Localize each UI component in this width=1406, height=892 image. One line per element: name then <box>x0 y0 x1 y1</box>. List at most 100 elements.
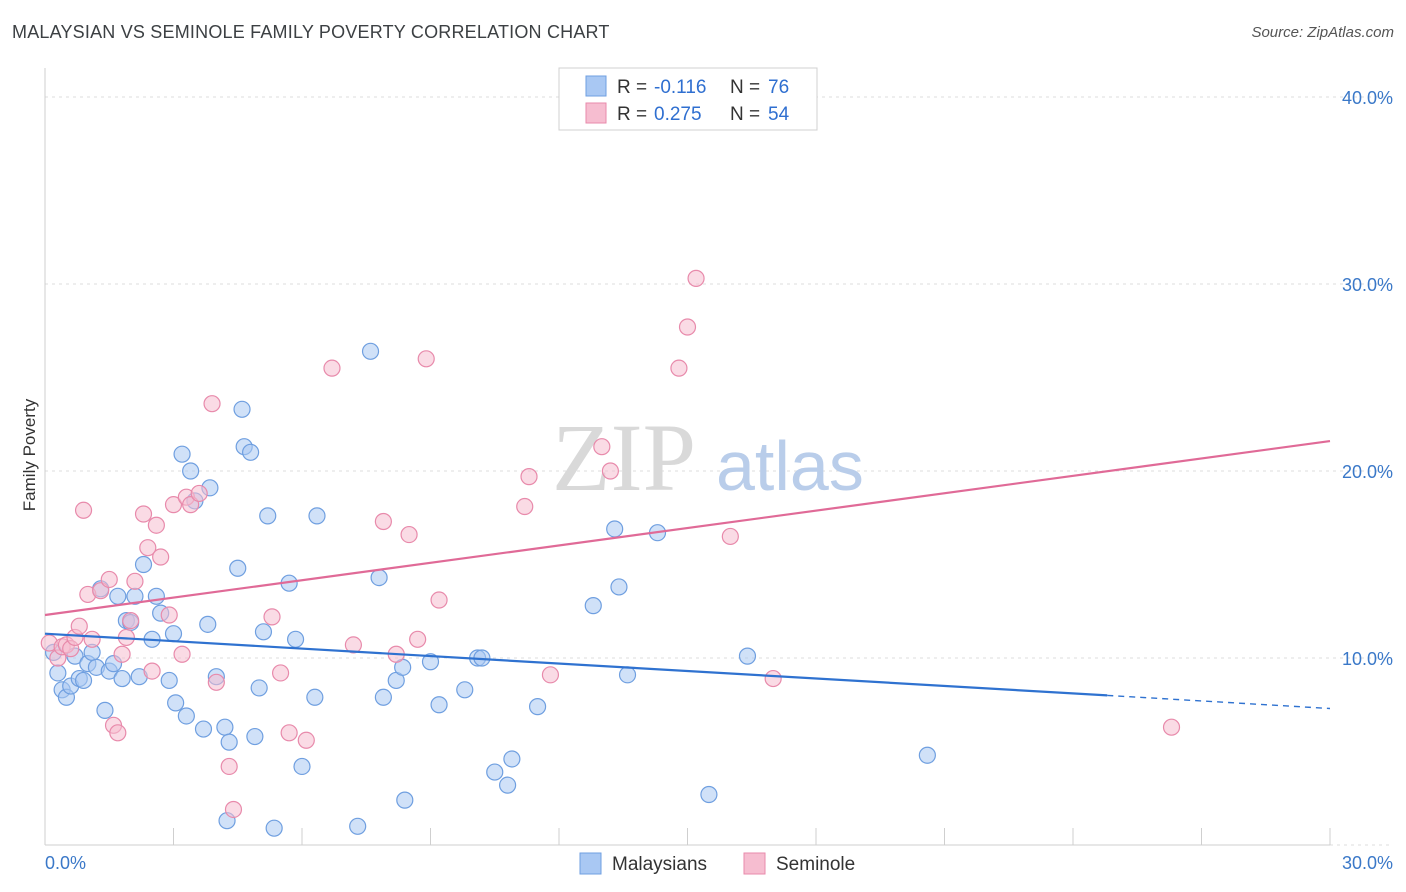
data-point <box>286 630 305 648</box>
y-tick-label: 40.0% <box>1342 88 1393 108</box>
data-point <box>207 673 225 691</box>
grid-lines <box>45 96 1392 846</box>
data-point <box>430 591 448 609</box>
data-point <box>456 681 474 699</box>
data-point <box>263 608 281 626</box>
legend-swatch-malaysians <box>585 75 607 97</box>
y-tick-labels: 10.0% 20.0% 30.0% 40.0% <box>1342 88 1393 669</box>
data-point <box>271 664 290 682</box>
legend-n-label-2: N = <box>730 104 760 125</box>
data-point <box>764 669 782 688</box>
series-malaysians <box>44 342 936 837</box>
data-point <box>74 501 93 519</box>
data-point <box>409 630 427 648</box>
data-point <box>224 800 243 819</box>
series-seminole <box>40 269 1181 819</box>
data-point <box>306 688 324 706</box>
data-point <box>134 505 153 523</box>
data-point <box>109 587 127 605</box>
data-point <box>606 520 624 538</box>
data-point <box>113 669 131 688</box>
data-point <box>173 445 191 463</box>
data-point <box>528 698 547 716</box>
data-point <box>126 572 144 590</box>
data-point <box>143 662 161 680</box>
data-point <box>520 468 538 486</box>
data-points <box>40 269 1181 837</box>
data-point <box>344 636 362 654</box>
data-point <box>147 516 165 534</box>
data-point <box>182 462 200 480</box>
y-tick-label: 20.0% <box>1342 462 1393 482</box>
source-label: Source: ZipAtlas.com <box>1251 24 1394 41</box>
data-point <box>618 666 637 684</box>
data-point <box>139 539 157 557</box>
x-tick-label: 0.0% <box>45 853 86 873</box>
y-tick-label: 30.0% <box>1342 275 1393 295</box>
data-point <box>70 617 88 635</box>
data-point <box>374 512 392 531</box>
bottom-legend-swatch-seminole <box>743 852 766 875</box>
data-point <box>220 757 238 776</box>
trend-line-malaysians <box>44 632 1108 697</box>
legend-n-label-1: N = <box>730 77 760 98</box>
x-tick-labels: 0.0% 30.0% <box>45 853 1393 873</box>
data-point <box>721 527 739 546</box>
data-point <box>361 342 380 360</box>
data-point <box>83 630 101 648</box>
data-point <box>259 507 277 525</box>
data-point <box>396 791 414 809</box>
data-point <box>486 763 504 781</box>
data-point <box>199 615 217 633</box>
data-point <box>670 359 688 377</box>
legend-r-label-1: R = <box>617 77 647 98</box>
data-point <box>220 733 238 751</box>
data-point <box>417 350 435 368</box>
bottom-legend: Malaysians Seminole <box>579 852 855 875</box>
data-point <box>584 597 602 615</box>
legend-r-value-2: 0.275 <box>654 104 702 125</box>
data-point <box>601 462 620 480</box>
data-point <box>349 817 367 835</box>
watermark-atlas: atlas <box>716 427 864 505</box>
data-point <box>323 359 341 377</box>
legend-swatch-seminole <box>585 102 607 124</box>
data-point <box>122 611 140 630</box>
data-point <box>194 720 213 738</box>
data-point <box>678 318 697 336</box>
y-tick-label: 10.0% <box>1342 649 1393 669</box>
legend-n-value-2: 54 <box>768 104 790 125</box>
data-point <box>254 623 273 641</box>
data-point <box>164 496 183 514</box>
trend-line-malaysians-extension <box>1107 694 1331 710</box>
data-point <box>160 671 178 690</box>
trend-line-seminole <box>44 439 1331 617</box>
data-point <box>541 666 560 684</box>
data-point <box>113 645 131 663</box>
bottom-legend-swatch-malaysians <box>579 852 602 875</box>
data-point <box>134 555 153 574</box>
legend-r-value-1: -0.116 <box>654 77 706 98</box>
data-point <box>250 679 268 697</box>
data-point <box>242 443 260 461</box>
legend-n-value-1: 76 <box>768 77 789 98</box>
data-point <box>203 395 221 413</box>
data-point <box>173 645 191 663</box>
data-point <box>1162 718 1181 736</box>
data-point <box>49 664 67 682</box>
data-point <box>265 819 283 837</box>
data-point <box>233 400 251 418</box>
data-point <box>164 625 183 643</box>
data-point <box>610 578 628 596</box>
data-point <box>421 653 440 671</box>
data-point <box>246 727 264 746</box>
data-point <box>503 750 521 768</box>
data-point <box>499 776 517 794</box>
bottom-legend-seminole: Seminole <box>776 854 855 875</box>
data-point <box>147 587 165 605</box>
data-point <box>280 724 298 742</box>
data-point <box>190 484 208 503</box>
data-point <box>516 497 534 516</box>
data-point <box>229 559 247 577</box>
